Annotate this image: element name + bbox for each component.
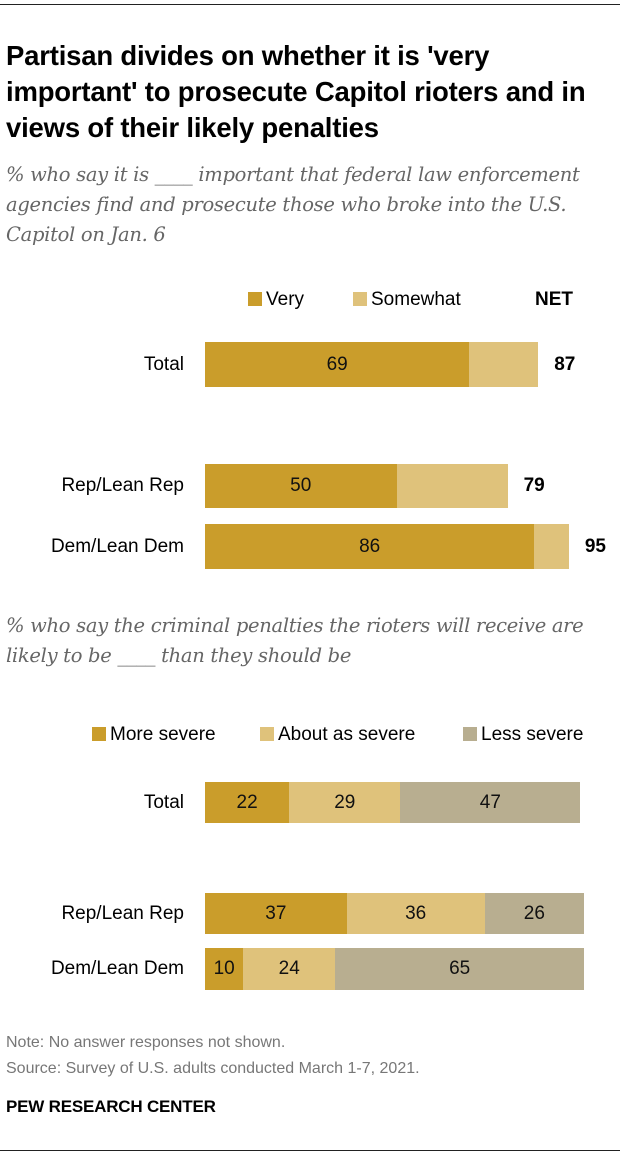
value-label-about-as-severe-dem-lean-dem: 24 xyxy=(278,958,300,979)
chart2-subtitle: % who say the criminal penalties the rio… xyxy=(6,614,584,667)
row-label-rep-lean-rep: Rep/Lean Rep xyxy=(61,475,184,496)
value-label-about-as-severe-total: 29 xyxy=(334,791,356,813)
bottom-rule xyxy=(0,1150,620,1151)
legend-swatch-more-severe xyxy=(92,727,106,741)
bar-less-severe-total xyxy=(400,782,581,823)
bar-less-severe-rep-lean-rep xyxy=(484,893,585,934)
net-value-rep-lean-rep: 79 xyxy=(523,475,545,496)
value-label-about-as-severe-rep-lean-rep: 36 xyxy=(405,902,427,924)
value-label-very-rep-lean-rep: 50 xyxy=(290,475,312,496)
bar-about-as-severe-dem-lean-dem xyxy=(243,948,336,990)
bar-very-total xyxy=(205,342,470,387)
bar-less-severe-dem-lean-dem xyxy=(335,948,585,990)
brand-label: PEW RESEARCH CENTER xyxy=(6,1097,216,1116)
bar-somewhat-dem-lean-dem xyxy=(534,524,569,569)
value-label-more-severe-rep-lean-rep: 37 xyxy=(265,902,287,924)
legend-about-as-severe: About as severe xyxy=(260,724,415,746)
value-label-less-severe-total: 47 xyxy=(479,791,501,813)
net-value-dem-lean-dem: 95 xyxy=(584,535,606,557)
net-header: NET xyxy=(535,289,573,310)
bar-more-severe-rep-lean-rep xyxy=(205,893,347,934)
legend-label-less-severe: Less severe xyxy=(481,724,584,745)
row-label-total: Total xyxy=(143,791,184,813)
source-text: Source: Survey of U.S. adults conducted … xyxy=(6,1060,420,1077)
net-value-total: 87 xyxy=(554,353,576,375)
legend-very: Very xyxy=(248,289,304,311)
legend-label-somewhat: Somewhat xyxy=(371,289,461,310)
value-label-very-dem-lean-dem: 86 xyxy=(359,535,381,557)
bar-more-severe-total xyxy=(205,782,290,823)
bar-more-severe-dem-lean-dem xyxy=(205,948,244,990)
legend-swatch-very xyxy=(248,292,262,306)
value-label-very-total: 69 xyxy=(326,353,348,375)
legend-swatch-less-severe xyxy=(463,727,477,741)
row-label-rep-lean-rep: Rep/Lean Rep xyxy=(61,902,184,924)
note-text: Note: No answer responses not shown. xyxy=(6,1034,286,1051)
legend-label-about-as-severe: About as severe xyxy=(278,724,416,745)
row-label-dem-lean-dem: Dem/Lean Dem xyxy=(50,535,184,557)
row-label-dem-lean-dem: Dem/Lean Dem xyxy=(50,958,184,979)
legend-label-very: Very xyxy=(266,289,305,310)
value-label-less-severe-rep-lean-rep: 26 xyxy=(523,902,545,924)
bar-somewhat-total xyxy=(469,342,539,387)
chart-title: Partisan divides on whether it is 'very … xyxy=(6,40,586,143)
top-rule xyxy=(0,4,620,5)
value-label-more-severe-total: 22 xyxy=(236,791,258,813)
legend-swatch-about-as-severe xyxy=(260,727,274,741)
bar-somewhat-rep-lean-rep xyxy=(396,464,508,508)
legend-swatch-somewhat xyxy=(353,292,367,306)
bar-very-dem-lean-dem xyxy=(205,524,535,569)
legend-more-severe: More severe xyxy=(92,724,216,746)
bar-about-as-severe-rep-lean-rep xyxy=(346,893,485,934)
chart1-subtitle: % who say it is ____ important that fede… xyxy=(6,163,580,246)
legend-less-severe: Less severe xyxy=(463,724,583,746)
value-label-more-severe-dem-lean-dem: 10 xyxy=(213,958,235,979)
bar-very-rep-lean-rep xyxy=(205,464,397,508)
legend-label-more-severe: More severe xyxy=(110,724,216,745)
legend-somewhat: Somewhat xyxy=(353,289,461,311)
value-label-less-severe-dem-lean-dem: 65 xyxy=(449,958,471,979)
row-label-total: Total xyxy=(143,353,184,375)
bar-about-as-severe-total xyxy=(289,782,401,823)
